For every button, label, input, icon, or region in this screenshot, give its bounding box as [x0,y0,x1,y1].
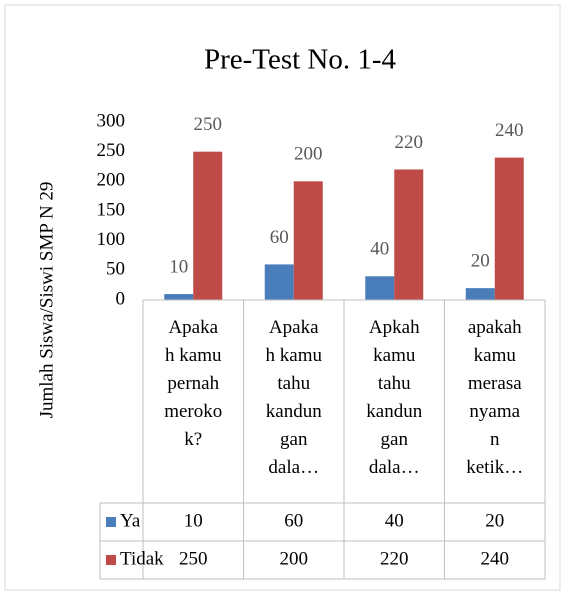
legend-label: Ya [120,510,141,531]
table-value: 240 [481,548,510,569]
category-label: Apaka h kamu pernah meroko k? [164,317,223,450]
y-tick-label: 0 [116,288,126,309]
table-value: 220 [380,548,409,569]
bar [494,157,524,300]
y-tick-label: 50 [106,259,125,280]
y-tick-label: 150 [97,199,126,220]
data-label: 240 [495,120,524,141]
bar [365,276,395,300]
data-label: 20 [471,250,490,271]
data-label: 200 [294,144,323,165]
data-label: 40 [370,239,389,260]
table-value: 10 [184,510,203,531]
bar [293,181,323,300]
y-axis-label: Jumlah Siswa/Siswi SMP N 29 [36,182,57,419]
bar [164,294,194,300]
table-value: 20 [485,510,504,531]
category-label: apakah kamu merasa nyama n ketik… [466,317,524,478]
y-tick-label: 200 [97,170,126,191]
bar [465,288,495,300]
table-value: 40 [385,510,404,531]
y-tick-label: 250 [97,140,126,161]
bar [264,264,294,300]
legend-key [106,517,116,527]
y-tick-label: 100 [97,229,126,250]
bar [193,151,223,300]
data-label: 250 [194,114,223,135]
legend-key [106,555,116,565]
chart-title: Pre-Test No. 1-4 [204,44,397,76]
data-label: 60 [270,227,289,248]
y-tick-label: 300 [97,110,126,131]
table-value: 60 [284,510,303,531]
table-value: 250 [179,548,208,569]
category-label: Apaka h kamu tahu kandun gan dala… [265,317,322,478]
legend-label: Tidak [120,548,164,569]
category-label: Apkah kamu tahu kandun gan dala… [366,317,423,478]
data-label: 220 [395,132,424,153]
data-label: 10 [169,256,188,277]
bar [394,169,424,300]
table-value: 200 [280,548,309,569]
